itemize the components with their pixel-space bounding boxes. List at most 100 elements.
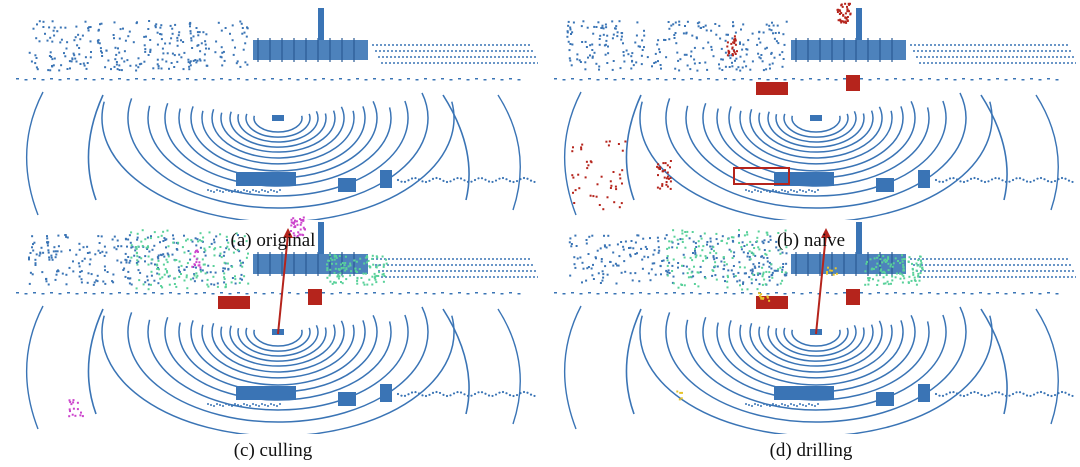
- culled-point: [363, 283, 366, 286]
- scan-point: [987, 180, 990, 183]
- culled-point: [750, 278, 753, 281]
- scan-point: [1047, 62, 1049, 64]
- scan-point: [765, 46, 768, 49]
- scan-point: [692, 252, 694, 254]
- scan-point: [115, 61, 118, 63]
- scan-point: [489, 62, 491, 64]
- caption-culling: (c) culling: [233, 440, 313, 461]
- scan-point: [421, 62, 423, 64]
- injected-point: [846, 10, 849, 13]
- scan-point: [575, 245, 578, 247]
- drilled-point: [760, 293, 763, 296]
- scan-point: [956, 270, 958, 272]
- culled-point: [342, 266, 345, 269]
- scan-point: [507, 264, 509, 266]
- scan-point: [592, 32, 595, 35]
- scan-ring: [253, 115, 303, 133]
- scan-point: [399, 264, 401, 266]
- scan-point: [443, 264, 445, 266]
- scan-point: [273, 190, 275, 192]
- scan-point: [953, 50, 955, 52]
- culled-point: [903, 277, 906, 280]
- culled-point: [237, 248, 240, 251]
- scan-point: [262, 79, 266, 81]
- scan-point: [381, 293, 385, 295]
- scan-point: [32, 249, 35, 252]
- scan-point: [396, 178, 400, 182]
- scan-point: [625, 49, 628, 52]
- scan-point: [775, 404, 777, 406]
- scan-point: [465, 62, 467, 64]
- scan-point: [189, 22, 192, 25]
- scan-point: [199, 268, 202, 271]
- scan-point: [919, 79, 923, 81]
- injected-point: [846, 5, 848, 8]
- culled-point: [867, 277, 870, 280]
- scan-point: [763, 249, 766, 251]
- culled-point: [130, 256, 133, 259]
- scan-point: [1012, 270, 1014, 272]
- culled-point: [732, 236, 735, 239]
- scan-point: [498, 391, 501, 394]
- scan-point: [512, 44, 514, 46]
- scan-point: [983, 276, 985, 278]
- scan-point: [738, 261, 741, 264]
- scan-point: [707, 41, 710, 44]
- scan-point: [739, 55, 742, 58]
- scan-point: [965, 264, 967, 266]
- scan-point: [234, 403, 236, 405]
- point-cloud-canvas: [554, 2, 1076, 220]
- scan-point: [422, 56, 424, 58]
- scan-point: [492, 44, 494, 46]
- culled-point: [335, 262, 338, 265]
- culled-point: [374, 278, 377, 281]
- scan-point: [513, 276, 515, 278]
- scan-point: [178, 270, 181, 273]
- scan-point: [192, 277, 195, 280]
- scan-point: [143, 293, 147, 295]
- culled-point: [350, 270, 353, 273]
- scan-ring: [87, 94, 104, 201]
- injected-point: [617, 143, 620, 145]
- scan-point: [390, 56, 392, 58]
- scan-point: [951, 62, 953, 64]
- culled-point: [740, 246, 743, 248]
- injected-point: [621, 149, 624, 152]
- culled-point: [887, 269, 890, 272]
- culled-point: [336, 275, 339, 278]
- scan-point: [570, 243, 573, 245]
- scan-point: [412, 258, 414, 260]
- scan-point: [599, 34, 602, 37]
- scan-point: [605, 39, 608, 42]
- scan-point: [494, 56, 496, 58]
- culled-point: [921, 267, 924, 270]
- scan-point: [491, 50, 493, 52]
- scan-point: [969, 264, 971, 266]
- injected-point: [621, 182, 623, 185]
- scan-point: [484, 258, 486, 260]
- scan-point: [381, 79, 385, 81]
- scan-point: [101, 55, 104, 57]
- scan-point: [988, 270, 990, 272]
- scan-point: [1063, 276, 1065, 278]
- scan-point: [36, 68, 39, 71]
- culled-point: [333, 254, 336, 257]
- scan-point: [160, 67, 163, 70]
- scan-point: [596, 249, 599, 252]
- scan-point: [671, 264, 674, 267]
- scan-point: [770, 52, 773, 55]
- scan-point: [271, 78, 274, 80]
- scan-point: [407, 179, 410, 182]
- scan-point: [228, 293, 232, 295]
- culled-point: [326, 263, 328, 266]
- scan-point: [156, 43, 159, 46]
- scan-point: [501, 176, 505, 180]
- scan-point: [143, 79, 147, 81]
- scan-point: [982, 258, 984, 260]
- culled-point: [234, 278, 237, 281]
- scan-point: [1013, 292, 1016, 294]
- scan-point: [601, 270, 604, 273]
- scan-point: [161, 58, 164, 61]
- scan-point: [104, 269, 106, 272]
- culled-point: [890, 282, 892, 285]
